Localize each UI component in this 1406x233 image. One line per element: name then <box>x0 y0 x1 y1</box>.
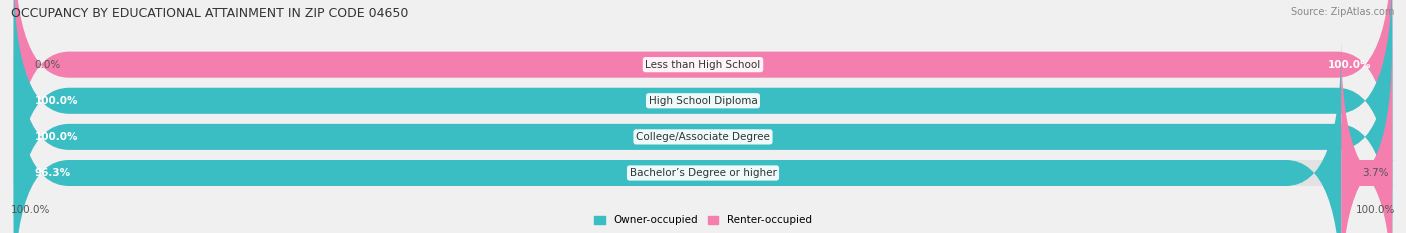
FancyBboxPatch shape <box>14 41 1341 233</box>
FancyBboxPatch shape <box>14 5 1392 233</box>
Text: 96.3%: 96.3% <box>35 168 70 178</box>
Text: Bachelor’s Degree or higher: Bachelor’s Degree or higher <box>630 168 776 178</box>
Text: 0.0%: 0.0% <box>35 60 60 70</box>
FancyBboxPatch shape <box>14 0 1392 232</box>
Text: 3.7%: 3.7% <box>1362 168 1388 178</box>
Text: 100.0%: 100.0% <box>35 132 77 142</box>
Text: 100.0%: 100.0% <box>11 205 51 215</box>
Text: College/Associate Degree: College/Associate Degree <box>636 132 770 142</box>
FancyBboxPatch shape <box>14 0 1392 196</box>
Text: 100.0%: 100.0% <box>1329 60 1371 70</box>
FancyBboxPatch shape <box>14 5 1392 233</box>
Legend: Owner-occupied, Renter-occupied: Owner-occupied, Renter-occupied <box>595 216 811 226</box>
Text: 100.0%: 100.0% <box>1355 205 1395 215</box>
FancyBboxPatch shape <box>14 41 1392 233</box>
FancyBboxPatch shape <box>1337 41 1396 233</box>
FancyBboxPatch shape <box>14 0 1392 196</box>
Text: Source: ZipAtlas.com: Source: ZipAtlas.com <box>1291 7 1395 17</box>
FancyBboxPatch shape <box>14 0 1392 232</box>
Text: OCCUPANCY BY EDUCATIONAL ATTAINMENT IN ZIP CODE 04650: OCCUPANCY BY EDUCATIONAL ATTAINMENT IN Z… <box>11 7 409 20</box>
Text: High School Diploma: High School Diploma <box>648 96 758 106</box>
Text: 100.0%: 100.0% <box>35 96 77 106</box>
Text: Less than High School: Less than High School <box>645 60 761 70</box>
